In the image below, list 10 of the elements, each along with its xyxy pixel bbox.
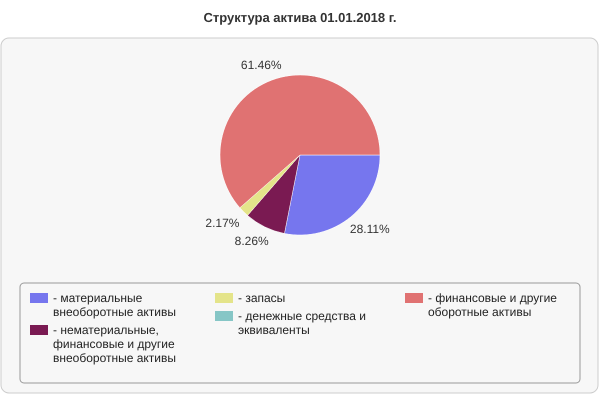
legend-label: - запасы xyxy=(238,291,286,305)
legend-label: - денежные средства и эквиваленты xyxy=(238,309,366,337)
chart-title: Структура актива 01.01.2018 г. xyxy=(204,10,396,25)
legend-label: - финансовые и другие оборотные активы xyxy=(428,291,558,319)
legend-label: - материальные внеоборотные активы xyxy=(53,291,176,319)
data-label: 28.11% xyxy=(350,222,390,236)
data-label: 2.17% xyxy=(205,216,240,230)
legend-label: - нематериальные, финансовые и другие внеоборотные активы xyxy=(53,323,176,365)
data-label: 61.46% xyxy=(240,58,282,72)
data-label: 8.26% xyxy=(234,234,270,248)
